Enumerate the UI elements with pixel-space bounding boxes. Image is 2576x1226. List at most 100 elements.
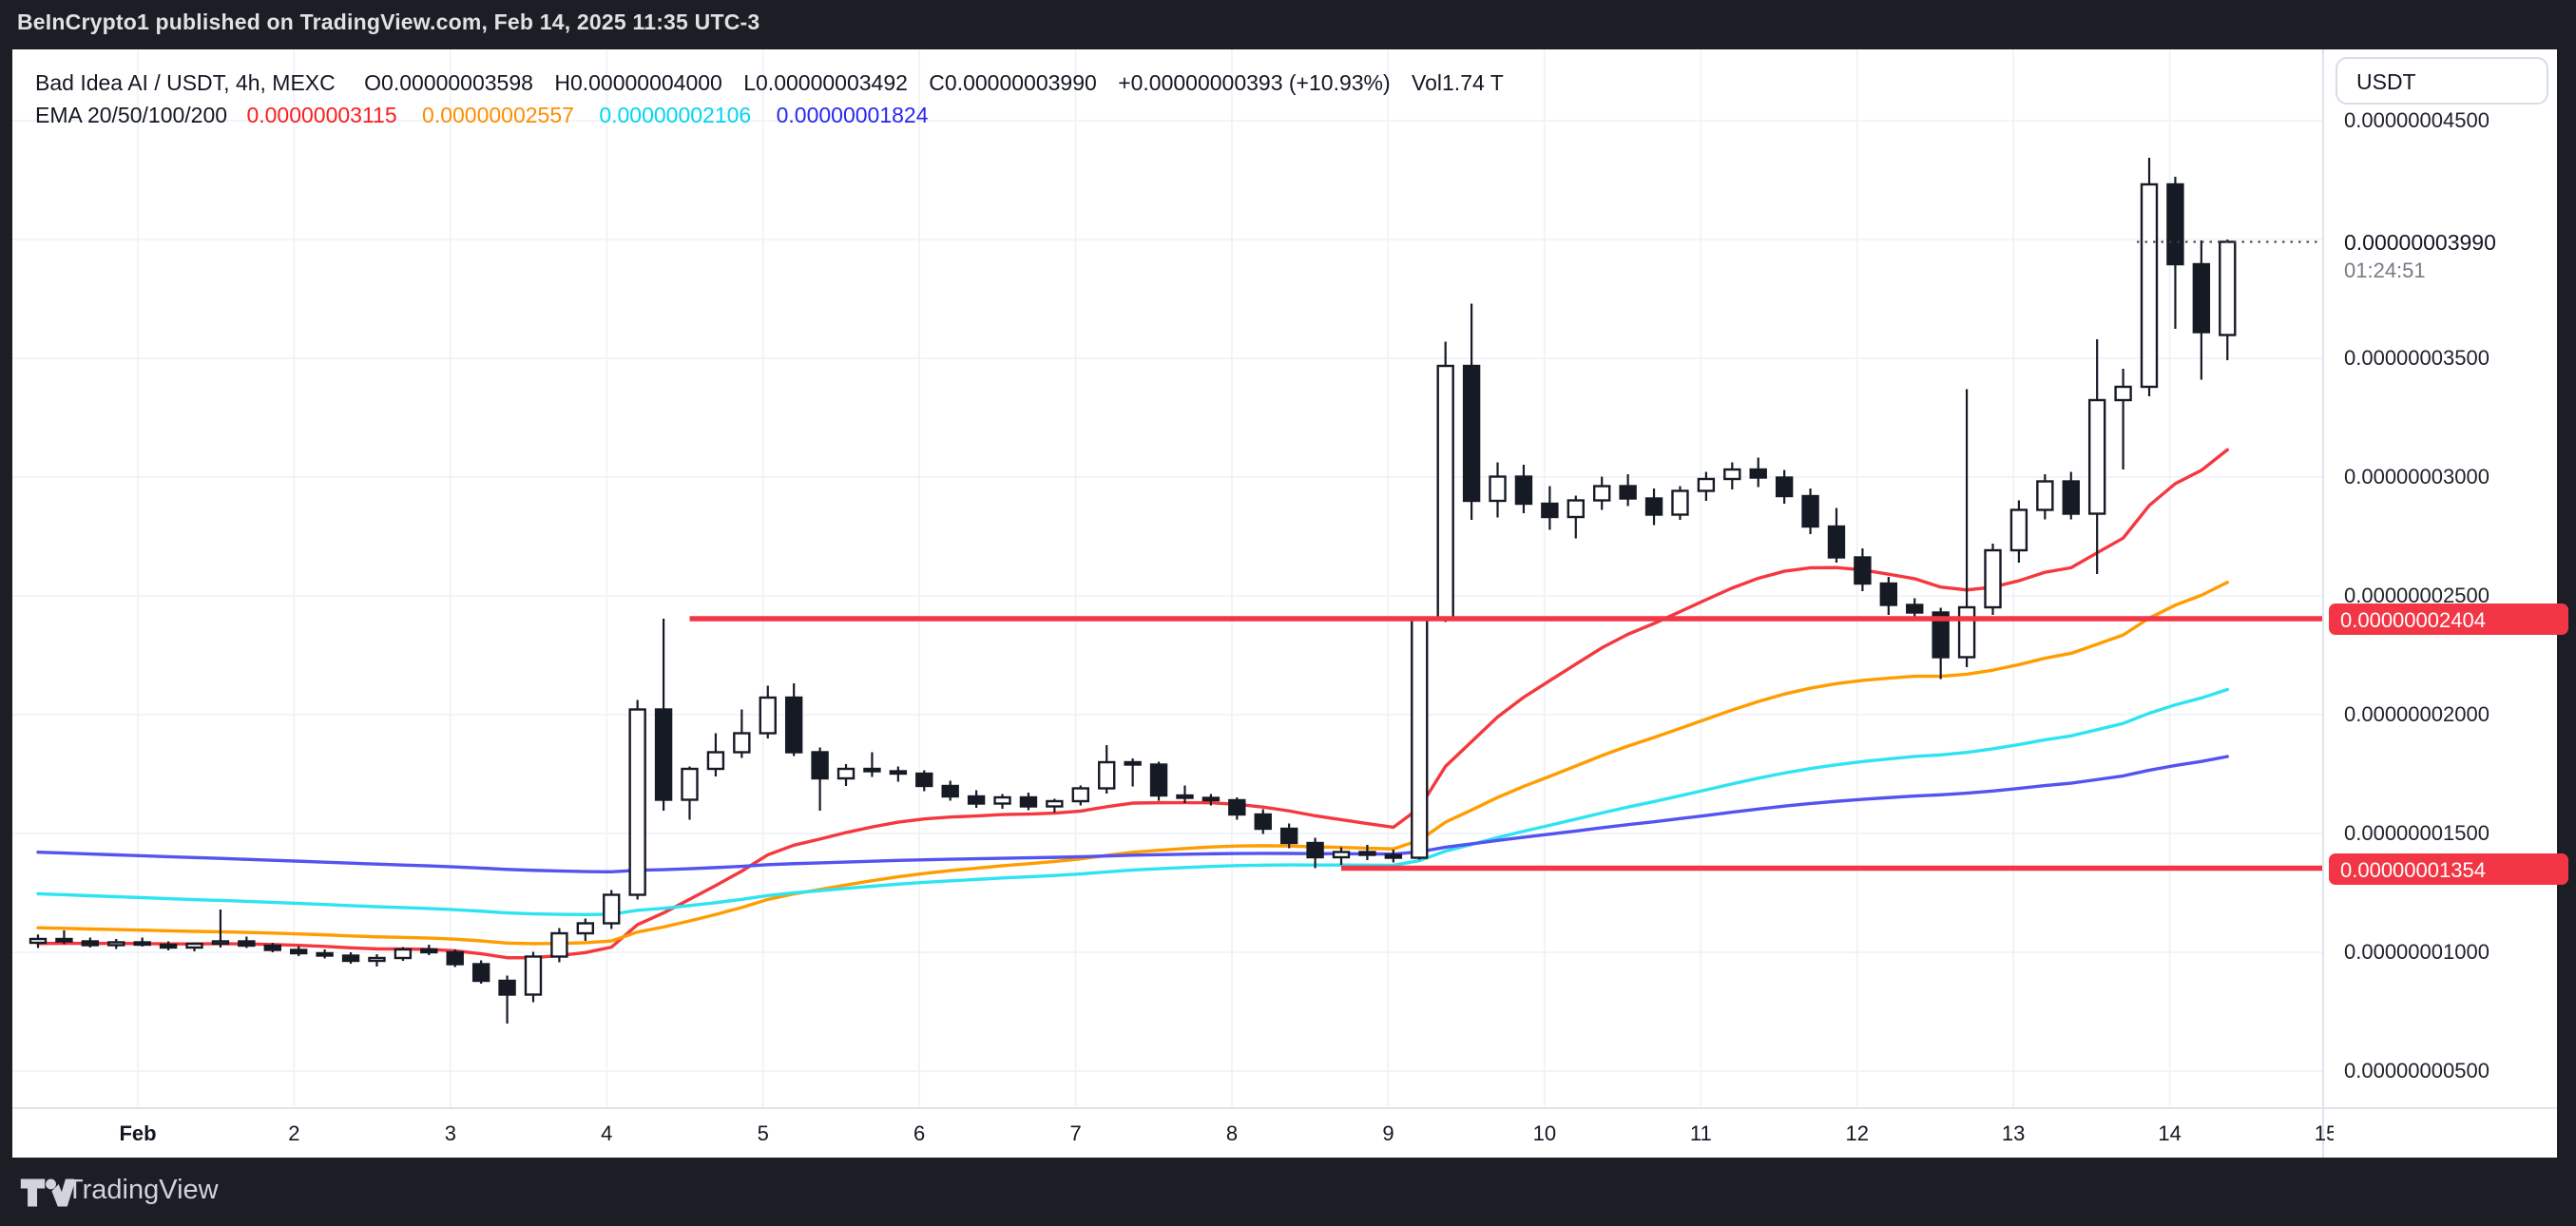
- candle-up[interactable]: [550, 931, 568, 958]
- candle-up[interactable]: [1071, 787, 1090, 803]
- candle-down[interactable]: [915, 772, 933, 788]
- candle-down[interactable]: [1201, 796, 1221, 802]
- candle-down[interactable]: [1306, 841, 1324, 859]
- candle-down[interactable]: [1854, 556, 1872, 585]
- candle-up[interactable]: [2087, 398, 2106, 515]
- candle-down[interactable]: [1879, 582, 1898, 606]
- candle-down[interactable]: [316, 951, 334, 957]
- candle-up[interactable]: [107, 941, 125, 947]
- symbol-title[interactable]: Bad Idea AI / USDT, 4h, MEXC: [35, 70, 336, 95]
- candle-down[interactable]: [1775, 476, 1794, 498]
- candle-down[interactable]: [889, 770, 908, 776]
- candle-up[interactable]: [1332, 851, 1351, 859]
- candle-down[interactable]: [290, 948, 308, 955]
- candle-up[interactable]: [1436, 364, 1454, 621]
- candle-down[interactable]: [1541, 502, 1559, 519]
- candle-down[interactable]: [238, 940, 256, 948]
- candle-down[interactable]: [1619, 485, 1637, 500]
- candle-down[interactable]: [811, 751, 829, 780]
- candle-up[interactable]: [1957, 605, 1976, 659]
- candle-up[interactable]: [2036, 480, 2054, 511]
- chart-canvas[interactable]: [12, 49, 2557, 1158]
- candle-up[interactable]: [2219, 240, 2237, 336]
- candle-down[interactable]: [967, 795, 986, 805]
- ohlc-close: C0.00000003990: [929, 70, 1097, 95]
- candle-down[interactable]: [1228, 798, 1246, 816]
- candle-down[interactable]: [1176, 794, 1194, 799]
- candle-up[interactable]: [1489, 475, 1507, 503]
- price-tick-label: 0.00000004500: [2344, 108, 2489, 132]
- candle-up[interactable]: [759, 696, 777, 735]
- candle-up[interactable]: [2140, 182, 2159, 389]
- candle-up[interactable]: [1723, 468, 1741, 481]
- candle-down[interactable]: [941, 784, 959, 798]
- candle-up[interactable]: [733, 732, 751, 754]
- candle-up[interactable]: [29, 937, 48, 945]
- candle-down[interactable]: [1384, 853, 1403, 859]
- candle-up[interactable]: [524, 955, 543, 996]
- ema-line-200[interactable]: [36, 755, 2229, 874]
- candle-down[interactable]: [2192, 262, 2211, 334]
- candle-down[interactable]: [341, 954, 360, 963]
- candle-down[interactable]: [654, 708, 673, 801]
- candle-down[interactable]: [1514, 475, 1533, 506]
- candle-down[interactable]: [446, 950, 464, 966]
- candle-down[interactable]: [863, 767, 881, 773]
- candle-down[interactable]: [1254, 813, 1272, 831]
- candle-down[interactable]: [1358, 851, 1376, 856]
- candle-down[interactable]: [1906, 603, 1924, 614]
- candle-down[interactable]: [1279, 827, 1298, 845]
- ema-line-50[interactable]: [36, 581, 2229, 946]
- ema-line-100[interactable]: [36, 687, 2229, 917]
- candle-down[interactable]: [471, 963, 490, 983]
- candle-up[interactable]: [681, 767, 699, 801]
- tradingview-brand-text[interactable]: TradingView: [67, 1175, 219, 1205]
- candle-up[interactable]: [2114, 385, 2132, 402]
- candle-down[interactable]: [1149, 763, 1168, 797]
- candle-up[interactable]: [1567, 499, 1585, 519]
- time-axis[interactable]: Feb 2 3 4 5 6 7 8 9 10 11 12 13 14 15: [12, 1110, 2334, 1156]
- candle-up[interactable]: [576, 922, 595, 935]
- ema-indicator-label[interactable]: EMA 20/50/100/200: [35, 103, 228, 127]
- candle-up[interactable]: [628, 708, 646, 896]
- candle-up[interactable]: [1046, 799, 1064, 808]
- candle-up[interactable]: [1697, 477, 1716, 492]
- candle-down[interactable]: [81, 940, 100, 947]
- tradingview-logo-icon[interactable]: [19, 1176, 74, 1210]
- candle-up[interactable]: [603, 893, 621, 925]
- candle-up[interactable]: [1098, 760, 1116, 790]
- candle-down[interactable]: [2166, 182, 2184, 266]
- price-tick-label: 0.00000000500: [2344, 1059, 2489, 1082]
- candle-down[interactable]: [498, 979, 516, 996]
- candle-down[interactable]: [2062, 480, 2080, 515]
- candle-down[interactable]: [1462, 364, 1481, 503]
- candle-up[interactable]: [1592, 485, 1611, 502]
- candle-down[interactable]: [420, 948, 438, 954]
- candle-up[interactable]: [1671, 489, 1689, 516]
- candle-up[interactable]: [706, 751, 725, 771]
- candle-up[interactable]: [993, 795, 1011, 805]
- price-change: +0.00000000393 (+10.93%): [1118, 70, 1391, 95]
- candle-down[interactable]: [784, 696, 803, 754]
- candle-up[interactable]: [394, 948, 413, 960]
- candle-up[interactable]: [1984, 548, 2002, 609]
- candle-up[interactable]: [185, 942, 203, 949]
- candle-up[interactable]: [2009, 508, 2028, 552]
- candle-down[interactable]: [1019, 795, 1038, 808]
- candle-up[interactable]: [836, 767, 855, 780]
- candle-down[interactable]: [1644, 497, 1663, 516]
- candle-down[interactable]: [1124, 760, 1142, 766]
- candle-down[interactable]: [1749, 468, 1767, 479]
- candle-down[interactable]: [55, 937, 73, 943]
- candle-up[interactable]: [211, 940, 230, 946]
- candle-down[interactable]: [133, 941, 151, 947]
- candle-down[interactable]: [263, 944, 281, 951]
- candle-down[interactable]: [1932, 611, 1950, 659]
- candle-up[interactable]: [368, 956, 386, 963]
- candle-down[interactable]: [1827, 525, 1846, 559]
- candle-down[interactable]: [1801, 494, 1819, 528]
- candle-up[interactable]: [1411, 617, 1429, 859]
- ema-line-20[interactable]: [36, 448, 2229, 960]
- candle-down[interactable]: [159, 943, 178, 949]
- currency-toggle-button[interactable]: USDT: [2336, 57, 2548, 105]
